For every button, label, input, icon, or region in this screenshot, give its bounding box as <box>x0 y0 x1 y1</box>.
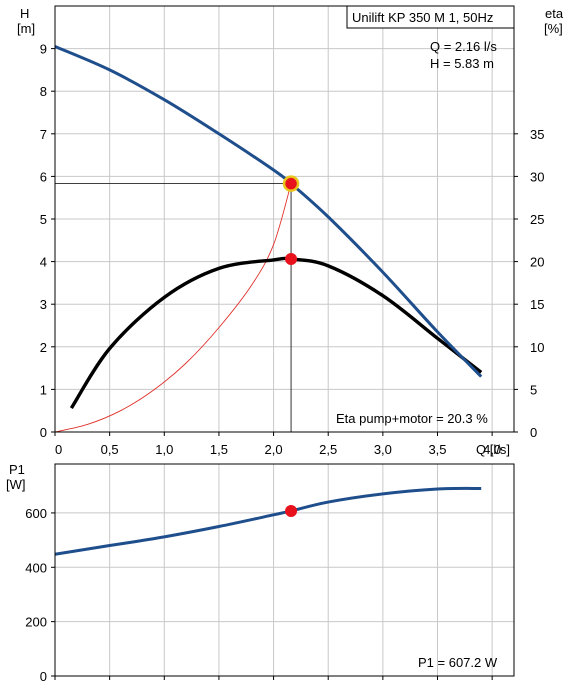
p1-axis-label: P1 <box>9 462 25 477</box>
x-tick-label: 1,0 <box>155 442 173 457</box>
p1-tick-label: 0 <box>40 669 47 684</box>
eta-axis-label: eta <box>545 6 564 21</box>
power-duty-marker <box>285 504 298 517</box>
p1-tick-label: 200 <box>25 615 47 630</box>
system-curve <box>54 183 292 433</box>
head-efficiency-panel: 0 0,5 1,0 1,5 2,0 2,5 3,0 3,5 4,0 0 1 2 3 4 5 6 7 8 9 0 5 10 1… <box>17 5 564 457</box>
h-tick-label: 4 <box>40 255 47 270</box>
eta-tick-label: 25 <box>530 212 544 227</box>
power-panel: 0 200 400 600 P1 [W] P1 = 607.2 W <box>6 462 515 684</box>
efficiency-duty-marker <box>285 253 298 266</box>
h-tick-label: 7 <box>40 127 47 142</box>
eta-tick-label: 15 <box>530 297 544 312</box>
p1-axis-unit: [W] <box>6 477 26 492</box>
eta-tick-label: 5 <box>530 382 537 397</box>
eta-tick-label: 20 <box>530 255 544 270</box>
x-tick-label: 2,5 <box>319 442 337 457</box>
h-tick-label: 0 <box>40 425 47 440</box>
x-tick-label: 2,0 <box>265 442 283 457</box>
power-plot-curves <box>54 486 482 556</box>
power-plot-background <box>55 464 514 676</box>
eta-axis-unit: [%] <box>544 21 563 36</box>
h-tick-label: 5 <box>40 212 47 227</box>
h-tick-label: 6 <box>40 169 47 184</box>
eta-tick-label: 35 <box>530 127 544 142</box>
pump-title: Unilift KP 350 M 1, 50Hz <box>352 10 493 25</box>
power-plot-ticks: 0 200 400 600 <box>25 506 493 684</box>
p1-tick-label: 600 <box>25 506 47 521</box>
eta-tick-label: 30 <box>530 169 544 184</box>
x-tick-label: 0 <box>55 442 62 457</box>
p1-tick-label: 400 <box>25 560 47 575</box>
efficiency-curve <box>69 256 483 410</box>
head-plot-curves <box>54 45 483 433</box>
eta-tick-label: 10 <box>530 340 544 355</box>
power-plot-marks <box>285 504 298 517</box>
h-tick-label: 8 <box>40 84 47 99</box>
x-tick-label: 3,5 <box>428 442 446 457</box>
head-duty-marker <box>282 175 300 192</box>
head-readout: H = 5.83 m <box>430 56 494 71</box>
x-tick-label: 1,5 <box>210 442 228 457</box>
head-plot-ticks: 0 0,5 1,0 1,5 2,0 2,5 3,0 3,5 4,0 0 1 2 3 4 5 6 7 8 9 0 5 10 1… <box>40 42 545 457</box>
pump-title-box <box>346 5 515 29</box>
x-tick-label: 3,0 <box>374 442 392 457</box>
h-axis-unit: [m] <box>17 21 35 36</box>
h-axis-label: H <box>20 6 29 21</box>
h-tick-label: 9 <box>40 42 47 57</box>
x-tick-label: 4,0 <box>483 442 501 457</box>
head-plot-marks <box>55 175 300 432</box>
eta-tick-label: 0 <box>530 425 537 440</box>
q-axis-label: Q [l/s] <box>476 442 510 457</box>
efficiency-readout: Eta pump+motor = 20.3 % <box>336 411 488 426</box>
power-curve <box>54 486 482 556</box>
power-plot-frame <box>54 463 515 677</box>
h-tick-label: 2 <box>40 340 47 355</box>
h-tick-label: 3 <box>40 297 47 312</box>
head-curve <box>54 45 483 378</box>
flow-readout: Q = 2.16 l/s <box>430 39 497 54</box>
x-tick-label: 0,5 <box>101 442 119 457</box>
h-tick-label: 1 <box>40 382 47 397</box>
power-readout: P1 = 607.2 W <box>418 655 498 670</box>
